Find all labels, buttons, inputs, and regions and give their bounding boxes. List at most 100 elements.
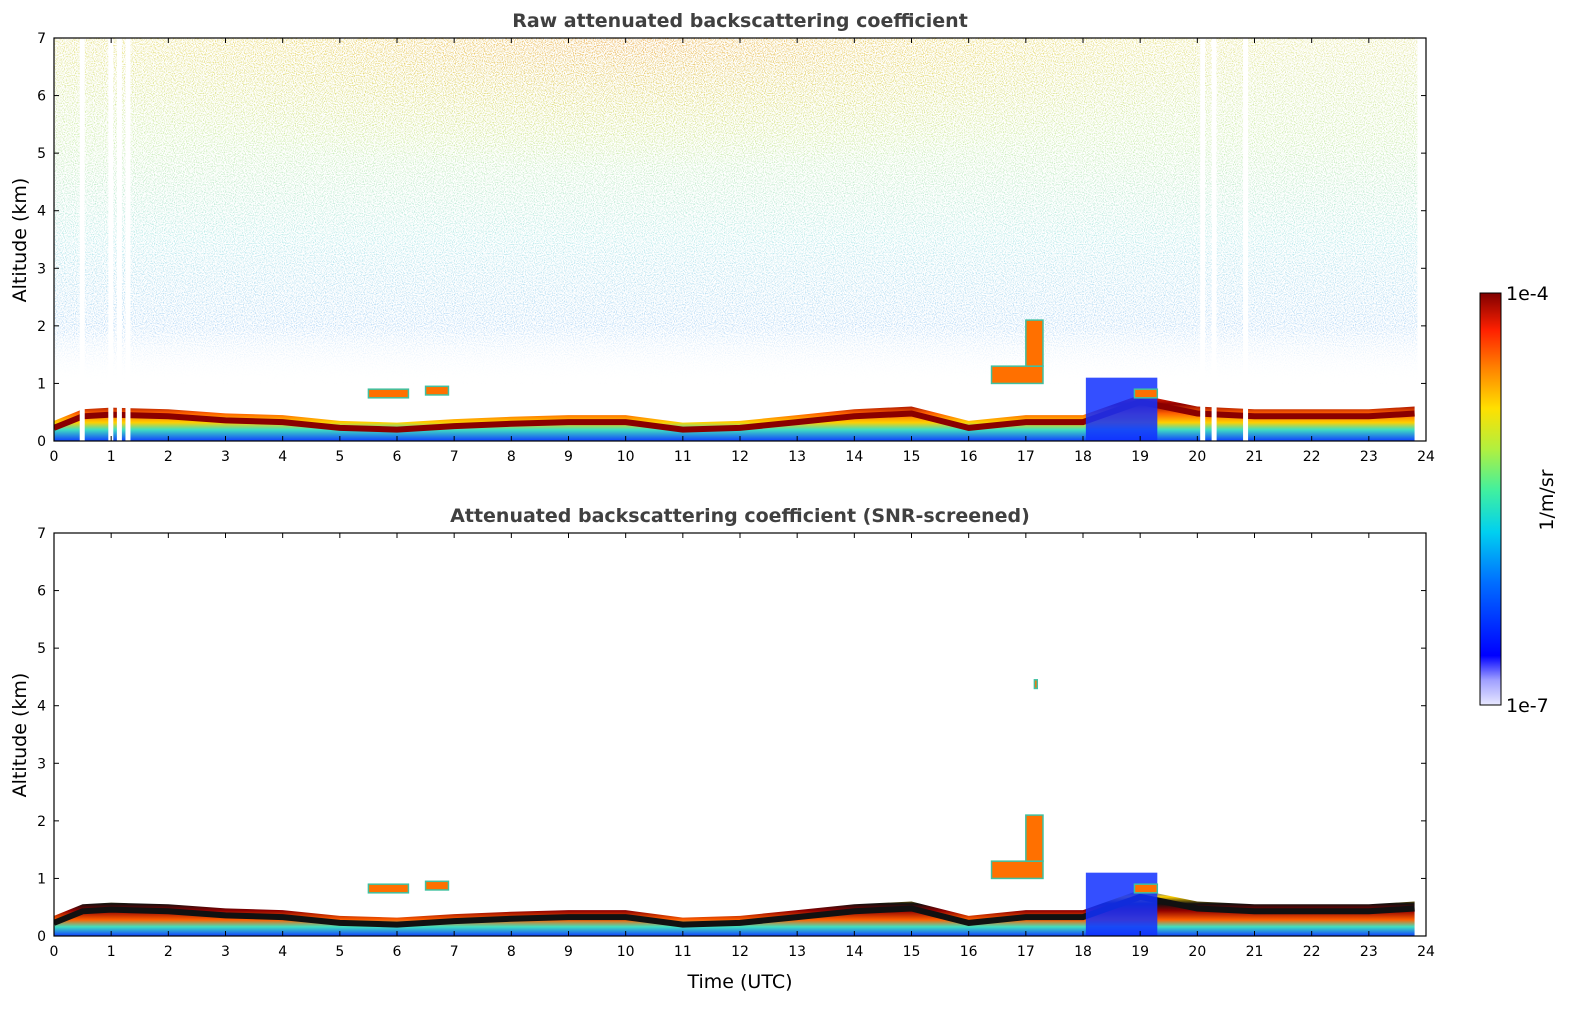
y-tick-label: 3 bbox=[37, 261, 46, 277]
x-tick-label: 3 bbox=[221, 944, 230, 960]
layer-top-line bbox=[54, 893, 1415, 928]
colorbar-gradient bbox=[1479, 292, 1502, 706]
x-tick-label: 12 bbox=[731, 944, 749, 960]
x-tick-label: 12 bbox=[731, 449, 749, 465]
y-tick-label: 7 bbox=[37, 31, 46, 47]
x-tick-label: 6 bbox=[393, 449, 402, 465]
y-tick-label: 5 bbox=[37, 641, 46, 657]
panel-screened-frame bbox=[53, 532, 1427, 937]
panel-screened-xlabel: Time (UTC) bbox=[686, 971, 792, 993]
x-tick-label: 16 bbox=[960, 449, 978, 465]
y-tick-label: 5 bbox=[37, 146, 46, 162]
data-gap bbox=[1200, 38, 1206, 441]
panel-raw: Raw attenuated backscattering coefficien… bbox=[9, 10, 1435, 465]
night-region bbox=[1085, 377, 1158, 441]
x-tick-label: 13 bbox=[788, 944, 806, 960]
x-tick-label: 10 bbox=[617, 449, 635, 465]
x-tick-label: 9 bbox=[564, 944, 573, 960]
x-tick-label: 19 bbox=[1131, 944, 1149, 960]
x-tick-label: 24 bbox=[1417, 944, 1435, 960]
x-tick-label: 10 bbox=[617, 944, 635, 960]
data-gap bbox=[116, 38, 122, 441]
boundary-layer-band bbox=[54, 889, 1415, 936]
x-tick-label: 4 bbox=[278, 944, 287, 960]
x-tick-label: 23 bbox=[1360, 944, 1378, 960]
raw-high-noise bbox=[54, 38, 1426, 298]
x-tick-label: 21 bbox=[1246, 449, 1264, 465]
x-tick-label: 22 bbox=[1303, 944, 1321, 960]
y-tick-label: 0 bbox=[37, 434, 46, 450]
x-tick-label: 8 bbox=[507, 944, 516, 960]
x-tick-label: 19 bbox=[1131, 449, 1149, 465]
y-tick-label: 2 bbox=[37, 814, 46, 830]
data-gap bbox=[79, 38, 85, 441]
data-gap bbox=[1243, 38, 1249, 441]
x-tick-label: 13 bbox=[788, 449, 806, 465]
cloud-feature bbox=[424, 385, 450, 396]
x-tick-label: 7 bbox=[450, 449, 459, 465]
x-tick-label: 20 bbox=[1188, 449, 1206, 465]
x-tick-label: 1 bbox=[107, 944, 116, 960]
colorbar-max-label: 1e-4 bbox=[1506, 283, 1549, 305]
x-tick-label: 14 bbox=[845, 449, 863, 465]
x-tick-label: 6 bbox=[393, 944, 402, 960]
panel-screened-axes: 0 1 2 3 4 5 6 7 8 9 10 11 12 13 14 15 16 17 18 19 20 21 22 23 24… bbox=[37, 526, 1435, 960]
x-tick-label: 15 bbox=[903, 944, 921, 960]
y-tick-label: 6 bbox=[37, 584, 46, 600]
x-tick-label: 24 bbox=[1417, 449, 1435, 465]
cloud-feature bbox=[1025, 319, 1044, 367]
cloud-feature bbox=[367, 883, 410, 894]
y-tick-label: 4 bbox=[37, 204, 46, 220]
x-tick-label: 22 bbox=[1303, 449, 1321, 465]
panel-raw-plot bbox=[54, 38, 1426, 441]
panel-raw-ylabel: Altitude (km) bbox=[9, 178, 31, 303]
x-tick-label: 21 bbox=[1246, 944, 1264, 960]
x-tick-label: 4 bbox=[278, 449, 287, 465]
x-tick-label: 11 bbox=[674, 449, 692, 465]
panel-screened-title: Attenuated backscattering coefficient (S… bbox=[450, 505, 1030, 527]
screened-clouds bbox=[367, 679, 1159, 894]
y-tick-label: 6 bbox=[37, 89, 46, 105]
data-gap bbox=[1417, 38, 1426, 441]
cloud-feature bbox=[1033, 679, 1039, 690]
cloud-feature bbox=[990, 365, 1044, 385]
cloud-feature bbox=[1133, 883, 1159, 894]
x-tick-label: 23 bbox=[1360, 449, 1378, 465]
x-tick-label: 2 bbox=[164, 944, 173, 960]
night-region bbox=[1085, 872, 1158, 936]
x-tick-label: 17 bbox=[1017, 449, 1035, 465]
data-gap bbox=[108, 38, 114, 441]
cloud-feature bbox=[1025, 814, 1044, 862]
cloud-feature bbox=[1133, 388, 1159, 399]
x-tick-label: 18 bbox=[1074, 944, 1092, 960]
data-gap bbox=[1211, 38, 1217, 441]
y-tick-label: 7 bbox=[37, 526, 46, 542]
x-tick-label: 7 bbox=[450, 944, 459, 960]
x-tick-label: 3 bbox=[221, 449, 230, 465]
raw-clouds bbox=[367, 319, 1159, 399]
cloud-feature bbox=[367, 388, 410, 399]
x-tick-label: 17 bbox=[1017, 944, 1035, 960]
x-tick-label: 0 bbox=[50, 944, 59, 960]
x-tick-label: 15 bbox=[903, 449, 921, 465]
y-tick-label: 1 bbox=[37, 871, 46, 887]
y-tick-label: 1 bbox=[37, 376, 46, 392]
panel-screened-plot bbox=[54, 679, 1415, 936]
panel-raw-axes: 0 1 2 3 4 5 6 7 8 9 10 11 12 13 14 15 16 17 18 19 20 21 22 23 24… bbox=[37, 31, 1435, 465]
screened-boundary-layer bbox=[54, 872, 1415, 936]
x-tick-label: 2 bbox=[164, 449, 173, 465]
x-tick-label: 5 bbox=[335, 944, 344, 960]
x-tick-label: 11 bbox=[674, 944, 692, 960]
x-tick-label: 14 bbox=[845, 944, 863, 960]
y-tick-label: 0 bbox=[37, 929, 46, 945]
panel-screened-ylabel: Altitude (km) bbox=[9, 673, 31, 798]
x-tick-label: 9 bbox=[564, 449, 573, 465]
panel-screened: Attenuated backscattering coefficient (S… bbox=[9, 505, 1435, 993]
y-tick-label: 2 bbox=[37, 319, 46, 335]
layer-top-line bbox=[54, 398, 1415, 433]
x-tick-label: 5 bbox=[335, 449, 344, 465]
colorbar-min-label: 1e-7 bbox=[1506, 695, 1549, 717]
cloud-feature bbox=[424, 880, 450, 891]
data-gap bbox=[125, 38, 131, 441]
